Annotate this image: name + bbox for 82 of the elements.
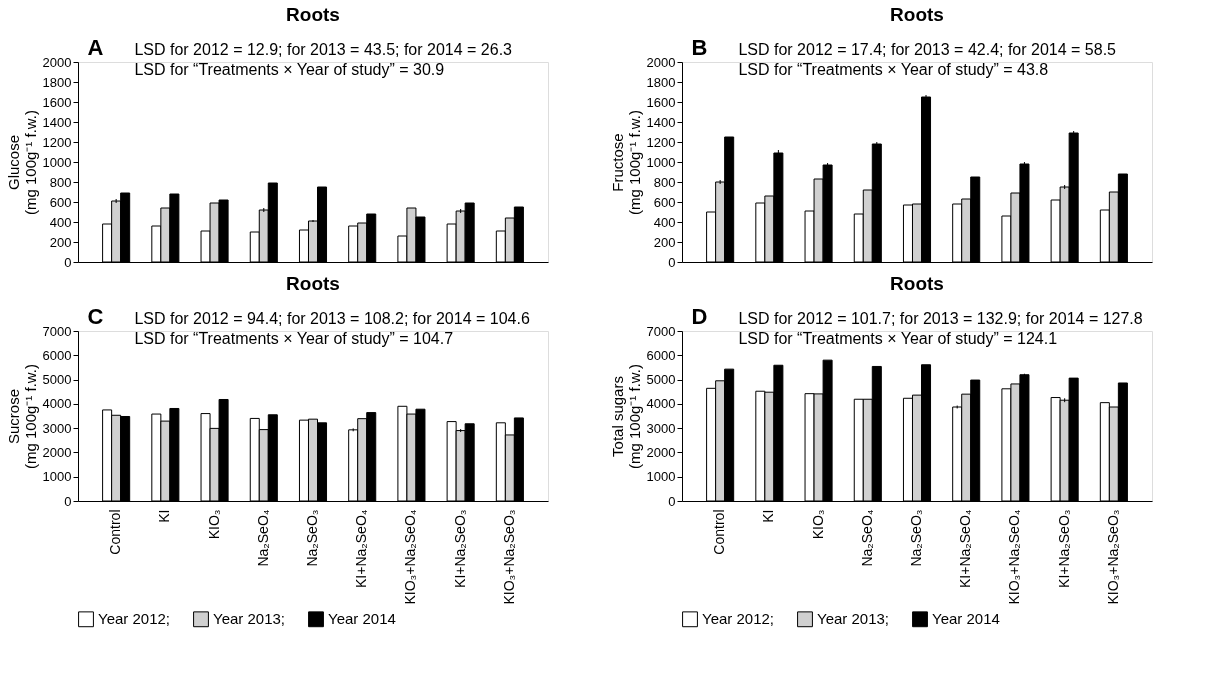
y-tick-label: 5000 [646, 372, 676, 388]
y-tick-label: 600 [49, 194, 72, 210]
y-tick-label: 1800 [646, 74, 676, 90]
y-tick-label: 6000 [42, 347, 72, 363]
x-tick-label: KI+Na₂SeO₃ [1055, 509, 1072, 588]
x-tick-label: KI+Na₂SeO₃ [451, 509, 468, 588]
y-tick-label: 1600 [42, 94, 72, 110]
y-tick-label: 2000 [42, 444, 72, 460]
y-tick-label: 1800 [42, 74, 72, 90]
y-axis-title: Fructose (mg 100g⁻¹ f.w.) [608, 109, 643, 216]
y-tick-label: 400 [653, 214, 676, 230]
legend-label: Year 2012; [98, 610, 171, 628]
legend-label: Year 2014 [932, 610, 1000, 628]
text: A [87, 35, 104, 60]
annotation: LSD for “Treatments × Year of study” = 43.8 [738, 61, 1049, 78]
x-tick-label: KIO₃+Na₂SeO₄ [402, 509, 419, 605]
x-tick-label: KI+Na₂SeO₄ [957, 509, 974, 588]
y-axis-title: Total sugars (mg 100g⁻¹ f.w.) [608, 363, 643, 470]
y-tick-label: 0 [668, 493, 676, 509]
y-tick-label: 4000 [646, 396, 676, 412]
legend-label: Year 2012; [702, 610, 775, 628]
y-tick-label: 800 [49, 174, 72, 190]
y-tick-label: 1000 [42, 469, 72, 485]
x-tick-label: Na₂SeO₃ [908, 509, 924, 567]
text: LSD for 2012 = 94.4; for 2013 = 108.2; for 2014 = 104.6 [134, 310, 530, 327]
text: D [691, 304, 708, 329]
chart-title: Roots [286, 4, 340, 25]
y-tick-label: 6000 [646, 347, 676, 363]
y-tick-label: 400 [49, 214, 72, 230]
text: B [691, 35, 708, 60]
y-tick-label: 0 [64, 493, 72, 509]
y-tick-label: 600 [653, 194, 676, 210]
x-tick-label: KI+Na₂SeO₄ [353, 509, 370, 588]
x-tick-label: KI [156, 509, 173, 523]
y-axis-title: Glucose (mg 100g⁻¹ f.w.) [4, 109, 39, 216]
x-tick-label: Na₂SeO₃ [304, 509, 320, 567]
text: LSD for 2012 = 101.7; for 2013 = 132.9; for 2014 = 127.8 [738, 310, 1143, 327]
text: LSD for 2012 = 17.4; for 2013 = 42.4; for 2014 = 58.5 [738, 41, 1117, 58]
y-tick-label: 1600 [646, 94, 676, 110]
y-tick-label: 0 [668, 254, 676, 270]
y-tick-label: 1400 [646, 114, 676, 130]
legend-label: Year 2013; [817, 610, 890, 628]
legend-label: Year 2013; [213, 610, 286, 628]
y-tick-label: 2000 [646, 444, 676, 460]
y-tick-label: 2000 [42, 54, 72, 70]
chart-title: Roots [286, 273, 340, 294]
y-tick-label: 0 [64, 254, 72, 270]
y-tick-label: 1000 [42, 154, 72, 170]
x-tick-label: Na₂SeO₄ [254, 509, 271, 567]
x-tick-label: KIO₃+Na₂SeO₃ [1104, 509, 1121, 605]
x-tick-label: KIO₃ [205, 509, 222, 540]
y-tick-label: 800 [653, 174, 676, 190]
x-tick-label: Na₂SeO₄ [858, 509, 875, 567]
y-tick-label: 200 [653, 234, 676, 250]
x-tick-label: Control [107, 509, 124, 555]
y-tick-label: 1200 [42, 134, 72, 150]
chart-title: Roots [890, 4, 944, 25]
y-tick-label: 1200 [646, 134, 676, 150]
annotation: LSD for “Treatments × Year of study” = 104.7 [134, 330, 454, 347]
y-tick-label: 2000 [646, 54, 676, 70]
y-tick-label: 4000 [42, 396, 72, 412]
text: LSD for 2012 = 12.9; for 2013 = 43.5; for 2014 = 26.3 [134, 41, 513, 58]
annotation: LSD for “Treatments × Year of study” = 30.9 [134, 61, 445, 78]
y-tick-label: 1000 [646, 154, 676, 170]
y-tick-label: 3000 [42, 420, 72, 436]
x-tick-label: KIO₃+Na₂SeO₄ [1006, 509, 1023, 605]
x-tick-label: KIO₃+Na₂SeO₃ [500, 509, 517, 605]
y-tick-label: 7000 [42, 323, 72, 339]
annotation: LSD for “Treatments × Year of study” = 124.1 [738, 330, 1058, 347]
y-tick-label: 5000 [42, 372, 72, 388]
x-tick-label: Control [711, 509, 728, 555]
y-tick-label: 1400 [42, 114, 72, 130]
x-tick-label: KIO₃ [809, 509, 826, 540]
chart-title: Roots [890, 273, 944, 294]
text: C [87, 304, 104, 329]
y-tick-label: 3000 [646, 420, 676, 436]
y-axis-title: Sucrose (mg 100g⁻¹ f.w.) [4, 363, 39, 470]
y-tick-label: 7000 [646, 323, 676, 339]
x-tick-label: KI [760, 509, 777, 523]
legend-label: Year 2014 [328, 610, 396, 628]
y-tick-label: 1000 [646, 469, 676, 485]
y-tick-label: 200 [49, 234, 72, 250]
